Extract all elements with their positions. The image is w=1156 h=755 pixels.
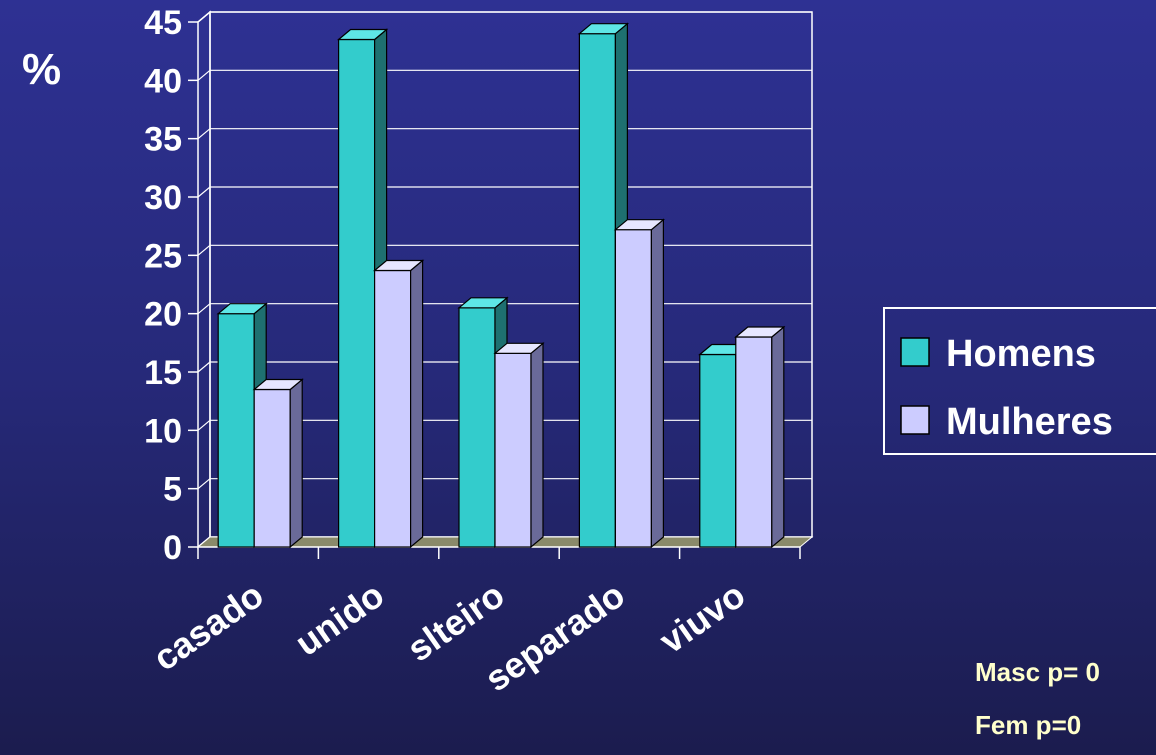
bar-front [338,38,376,548]
x-tick-label: viuvo [652,574,753,662]
y-axis-label: % [22,45,61,94]
bar-top [577,23,630,35]
bar-side [530,342,544,549]
gridline [197,11,812,23]
bar-front [374,269,412,548]
bar-top [252,378,304,391]
x-tick-label: casado [146,574,271,679]
bar-front [578,33,617,548]
bar-front [494,352,532,548]
y-tick-label: 15 [144,354,182,392]
bar-front [699,353,737,548]
y-tick-label: 45 [144,4,182,42]
fem-p-value: Fem p=0 [975,710,1081,740]
y-tick-label: 35 [144,121,182,159]
bar-top [216,303,268,315]
bar-side [650,218,665,549]
bar-top [336,28,389,41]
bar-mulheres-slteiro [493,342,545,549]
y-tick-label: 25 [144,237,182,275]
side-wall [197,10,211,549]
x-tick-label: unido [287,574,391,664]
masc-p-value: Masc p= 0 [975,657,1100,687]
gridline [197,69,812,81]
bar-front [614,229,653,548]
y-tick-label: 40 [144,62,182,100]
bar-front [217,313,255,548]
bar-top [372,259,425,272]
gridline [197,244,812,256]
y-tick-label: 10 [144,412,182,450]
y-tick-label: 5 [163,471,182,509]
bar-mulheres-casado [252,378,304,549]
legend-box [883,307,1156,455]
bar-top [613,219,666,231]
gridline [197,128,812,140]
bar-mulheres-separado [613,218,666,549]
bar-front [735,336,773,548]
bars [216,22,786,549]
bar-side [410,259,424,549]
bar-mulheres-viuvo [734,325,786,549]
bar-mulheres-unido [372,259,425,549]
legend-label-mulheres: Mulheres [946,401,1113,443]
legend-swatch-homens [900,337,930,367]
y-tick-label: 0 [163,529,182,567]
bar-top [734,326,786,338]
y-tick-label: 20 [144,296,182,334]
y-tick-label: 30 [144,179,182,217]
legend-swatch-mulheres [900,405,930,435]
bar-side [289,378,303,549]
bar-side [771,325,785,549]
legend-label-homens: Homens [946,333,1096,375]
bar-top [493,342,545,354]
bar-front [458,307,496,548]
bar-front [253,388,291,548]
y-tick-labels: 0 5 10 15 20 25 30 35 40 45 [144,4,182,567]
legend: Homens Mulheres [883,307,1156,455]
bar-top [457,297,509,309]
gridline [197,186,812,198]
